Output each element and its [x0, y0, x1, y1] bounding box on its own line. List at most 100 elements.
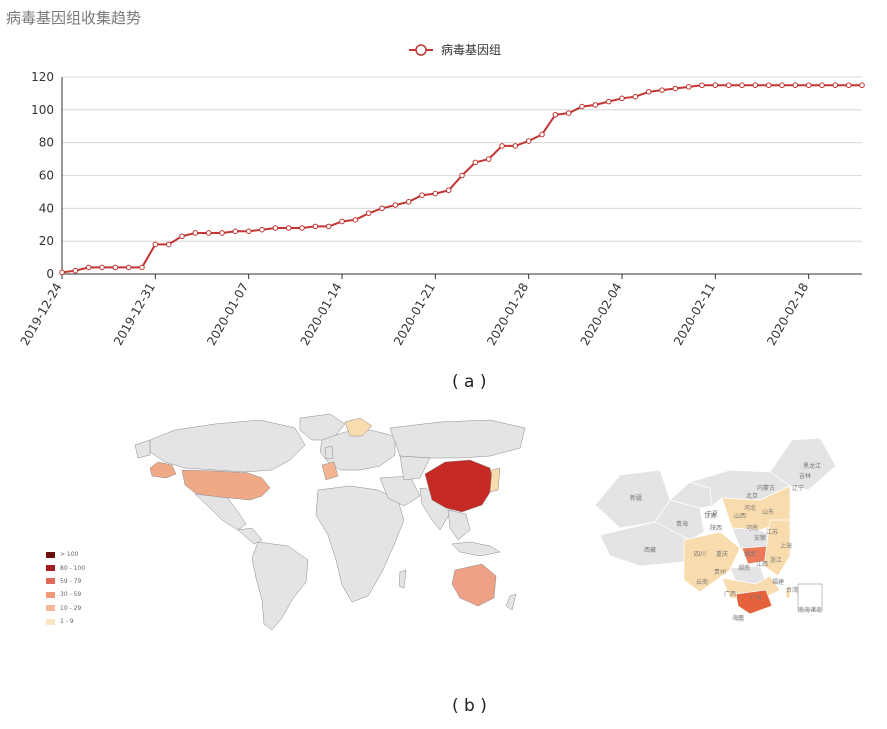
- data-point: [192, 230, 199, 236]
- legend-swatch: [46, 591, 55, 598]
- province-label: 广西: [724, 590, 736, 598]
- province-label: 吉林: [799, 472, 811, 480]
- data-point: [179, 233, 185, 240]
- uk: [324, 445, 334, 460]
- map-east-light: [763, 519, 791, 577]
- data-point: [152, 241, 159, 248]
- data-point: [485, 156, 492, 162]
- data-point: [59, 269, 65, 276]
- map-legend-item: 10 - 29: [46, 602, 85, 615]
- data-point: [99, 264, 105, 271]
- southeast-asia: [447, 509, 471, 541]
- data-point: [445, 187, 452, 194]
- data-point: [325, 223, 332, 230]
- data-point: [712, 82, 719, 89]
- data-point: [472, 159, 479, 166]
- data-point: [512, 143, 519, 149]
- province-label: 陕西: [710, 524, 722, 532]
- australia: [451, 563, 497, 607]
- scandinavia: [344, 417, 373, 437]
- mexico: [194, 493, 247, 531]
- map-south-china-sea-inset: [797, 583, 823, 611]
- province-label: 重庆: [716, 550, 728, 558]
- province-label: 四川: [694, 551, 706, 558]
- data-point: [285, 225, 292, 231]
- map-taiwan: [785, 585, 791, 599]
- legend-swatch: [46, 551, 55, 558]
- canada: [149, 419, 306, 473]
- new-zealand: [505, 593, 517, 611]
- data-point: [139, 264, 145, 271]
- province-label: 贵州: [714, 568, 726, 576]
- europe-hot: [321, 461, 339, 481]
- data-point: [685, 84, 692, 90]
- data-point: [85, 264, 92, 271]
- map-qinghai: [654, 499, 705, 541]
- province-label: 内蒙古: [757, 484, 775, 492]
- data-point: [339, 218, 345, 225]
- data-point: [419, 192, 425, 198]
- central-america: [237, 527, 263, 545]
- data-point: [379, 205, 385, 212]
- data-point: [125, 264, 132, 271]
- province-label: 黑龙江: [803, 462, 821, 470]
- y-axis: 0 20 40 60 80 100 120: [31, 70, 63, 281]
- series-line: [59, 82, 865, 276]
- province-label: 新疆: [630, 494, 642, 502]
- data-point: [792, 82, 799, 89]
- y-tick-label: 80: [39, 136, 54, 150]
- y-tick-label: 100: [31, 103, 54, 117]
- data-point: [739, 82, 745, 89]
- province-label: 福建: [772, 578, 784, 586]
- data-point: [832, 82, 839, 89]
- data-point: [779, 82, 785, 89]
- data-point: [72, 267, 79, 274]
- province-label: 安徽: [754, 534, 766, 542]
- legend-swatch: [46, 605, 55, 612]
- data-point: [259, 226, 265, 233]
- chart-legend: 病毒基因组: [409, 42, 501, 57]
- y-tick-label: 40: [39, 201, 54, 215]
- data-point: [165, 241, 172, 248]
- legend-label: 59 - 79: [60, 577, 82, 585]
- map-legend: > 100 80 - 100 59 - 79 30 - 59 10 - 29 1 - 9: [46, 548, 85, 628]
- data-point: [579, 103, 585, 110]
- legend-label: 10 - 29: [60, 604, 82, 612]
- data-point: [632, 93, 639, 100]
- data-point: [365, 210, 372, 217]
- data-point: [619, 95, 625, 102]
- caption-b: ( b ): [452, 696, 487, 716]
- data-point: [499, 143, 505, 149]
- y-tick-label: 60: [39, 169, 54, 183]
- data-point: [699, 82, 705, 89]
- province-label: 北京: [746, 492, 758, 500]
- legend-swatch: [46, 578, 55, 585]
- province-label: 广东: [750, 594, 762, 602]
- province-label: 上海: [780, 542, 792, 550]
- data-point: [112, 264, 119, 271]
- usa-hawaii: [149, 461, 177, 479]
- province-label: 湖北: [744, 550, 756, 558]
- province-label: 台湾: [786, 586, 798, 594]
- map-legend-item: > 100: [46, 548, 85, 561]
- legend-label: 1 - 9: [60, 618, 74, 626]
- province-label: 河北: [744, 504, 756, 512]
- legend-marker: [415, 44, 427, 56]
- province-label: 山东: [762, 508, 774, 516]
- data-point: [432, 190, 439, 197]
- map-legend-item: 59 - 79: [46, 575, 85, 588]
- y-tick-label: 120: [31, 70, 54, 84]
- africa: [315, 485, 405, 603]
- data-point: [312, 223, 319, 230]
- province-label: 西藏: [644, 546, 656, 554]
- data-point: [659, 87, 665, 93]
- data-point: [552, 111, 559, 118]
- data-point: [299, 225, 305, 231]
- data-point: [232, 228, 239, 235]
- data-point: [565, 110, 572, 116]
- y-tick-label: 20: [39, 234, 54, 248]
- data-point: [245, 228, 252, 235]
- province-label: 江西: [756, 561, 768, 568]
